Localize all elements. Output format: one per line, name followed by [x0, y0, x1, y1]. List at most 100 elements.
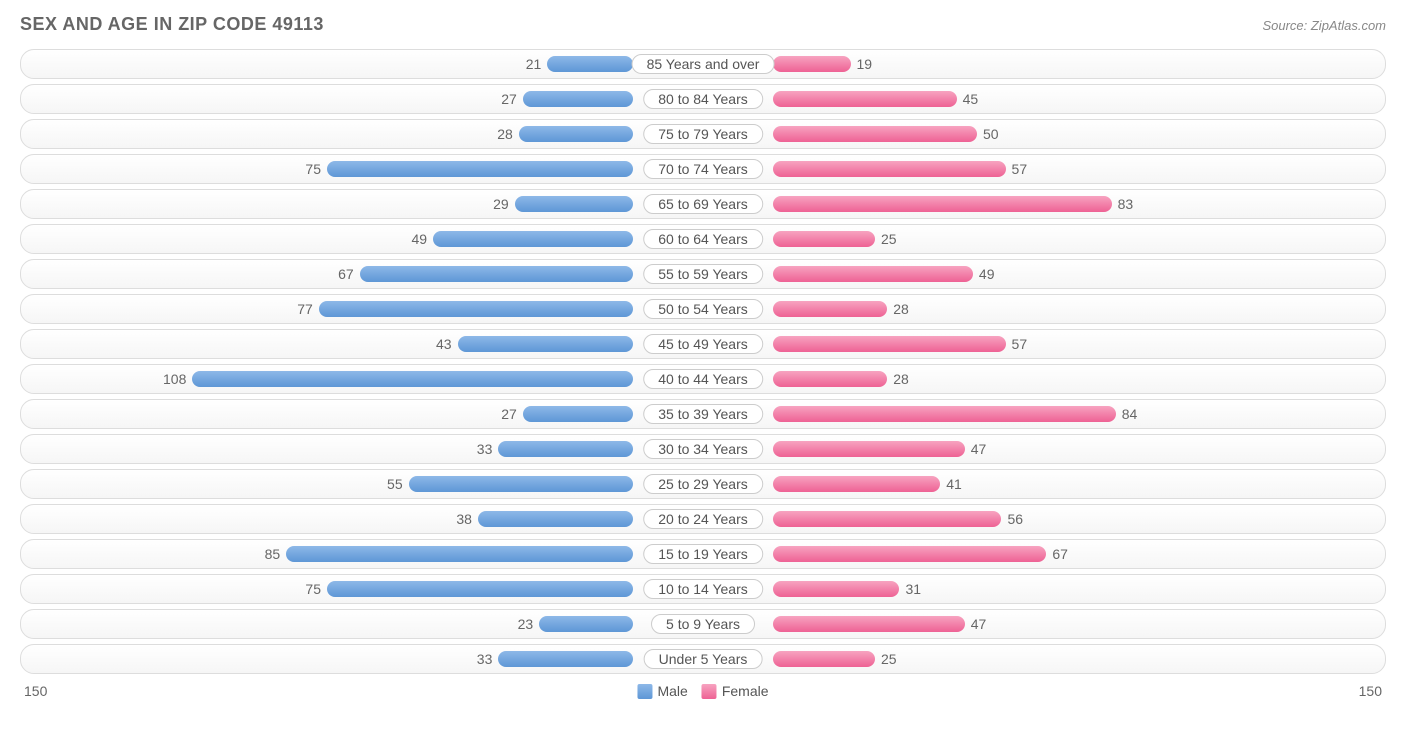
male-value: 77: [291, 301, 319, 317]
pyramid-row: 67 49 55 to 59 Years: [20, 259, 1386, 289]
female-half: 67: [703, 540, 1385, 568]
male-half: 55: [21, 470, 703, 498]
male-bar: [515, 196, 633, 212]
male-half: 49: [21, 225, 703, 253]
male-half: 28: [21, 120, 703, 148]
female-swatch-icon: [702, 684, 717, 699]
female-bar: [773, 266, 973, 282]
male-half: 67: [21, 260, 703, 288]
pyramid-row: 75 5770 to 74 Years: [20, 154, 1386, 184]
female-value: 50: [977, 126, 1005, 142]
male-value: 38: [450, 511, 478, 527]
chart-footer: 150 Male Female 150: [20, 680, 1386, 702]
male-bar: [498, 441, 633, 457]
age-category-label: 55 to 59 Years: [643, 264, 763, 284]
pyramid-row: 23475 to 9 Years: [20, 609, 1386, 639]
age-category-label: Under 5 Years: [644, 649, 763, 669]
male-bar: [360, 266, 633, 282]
female-value: 41: [940, 476, 968, 492]
male-value: 29: [487, 196, 515, 212]
female-value: 56: [1001, 511, 1029, 527]
male-bar: [286, 546, 633, 562]
male-half: 43: [21, 330, 703, 358]
pyramid-row: 554125 to 29 Years: [20, 469, 1386, 499]
female-half: 50: [703, 120, 1385, 148]
chart-header: SEX AND AGE IN ZIP CODE 49113 Source: Zi…: [20, 14, 1386, 35]
female-value: 47: [965, 441, 993, 457]
female-value: 49: [973, 266, 1001, 282]
pyramid-row: 85 67 15 to 19 Years: [20, 539, 1386, 569]
axis-max-right: 150: [1359, 683, 1382, 699]
pyramid-row: 28 50 75 to 79 Years: [20, 119, 1386, 149]
female-value: 45: [957, 91, 985, 107]
age-category-label: 85 Years and over: [632, 54, 775, 74]
male-bar: [523, 91, 633, 107]
female-half: 47: [703, 610, 1385, 638]
male-value: 85: [259, 546, 287, 562]
male-bar: [458, 336, 633, 352]
male-value: 33: [471, 441, 499, 457]
age-category-label: 35 to 39 Years: [643, 404, 763, 424]
female-value: 67: [1046, 546, 1074, 562]
male-value: 33: [471, 651, 499, 667]
female-bar: [773, 371, 887, 387]
pyramid-row: 49 25 60 to 64 Years: [20, 224, 1386, 254]
female-bar: [773, 56, 851, 72]
male-bar: [327, 581, 633, 597]
age-category-label: 10 to 14 Years: [643, 579, 763, 599]
male-half: 38: [21, 505, 703, 533]
age-category-label: 75 to 79 Years: [643, 124, 763, 144]
chart-source: Source: ZipAtlas.com: [1262, 18, 1386, 33]
female-bar: [773, 231, 875, 247]
male-value: 27: [495, 91, 523, 107]
female-half: 25: [703, 645, 1385, 673]
male-value: 21: [520, 56, 548, 72]
male-half: 75: [21, 155, 703, 183]
legend-male: Male: [637, 683, 687, 699]
female-value: 25: [875, 231, 903, 247]
male-value: 55: [381, 476, 409, 492]
female-bar: [773, 126, 977, 142]
male-bar: [547, 56, 633, 72]
male-bar: [539, 616, 633, 632]
male-value: 27: [495, 406, 523, 422]
female-bar: [773, 511, 1001, 527]
age-category-label: 15 to 19 Years: [643, 544, 763, 564]
male-bar: [519, 126, 633, 142]
male-half: 85: [21, 540, 703, 568]
legend: Male Female: [637, 683, 768, 699]
female-value: 31: [899, 581, 927, 597]
female-half: 47: [703, 435, 1385, 463]
female-half: 57: [703, 330, 1385, 358]
male-half: 75: [21, 575, 703, 603]
female-half: 45: [703, 85, 1385, 113]
pyramid-row: 211985 Years and over: [20, 49, 1386, 79]
legend-female: Female: [702, 683, 769, 699]
female-value: 83: [1112, 196, 1140, 212]
female-half: 28: [703, 365, 1385, 393]
male-half: 27: [21, 400, 703, 428]
age-category-label: 70 to 74 Years: [643, 159, 763, 179]
age-category-label: 60 to 64 Years: [643, 229, 763, 249]
age-category-label: 65 to 69 Years: [643, 194, 763, 214]
pyramid-row: 33 25 Under 5 Years: [20, 644, 1386, 674]
pyramid-row: 27 45 80 to 84 Years: [20, 84, 1386, 114]
male-bar: [498, 651, 633, 667]
chart-title: SEX AND AGE IN ZIP CODE 49113: [20, 14, 324, 35]
age-category-label: 20 to 24 Years: [643, 509, 763, 529]
male-half: 21: [21, 50, 703, 78]
female-half: 57: [703, 155, 1385, 183]
female-value: 25: [875, 651, 903, 667]
pyramid-row: 435745 to 49 Years: [20, 329, 1386, 359]
female-half: 28: [703, 295, 1385, 323]
female-bar: [773, 476, 940, 492]
female-half: 49: [703, 260, 1385, 288]
male-value: 67: [332, 266, 360, 282]
male-value: 23: [512, 616, 540, 632]
pyramid-row: 334730 to 34 Years: [20, 434, 1386, 464]
age-category-label: 80 to 84 Years: [643, 89, 763, 109]
male-value: 75: [299, 161, 327, 177]
male-half: 108: [21, 365, 703, 393]
male-bar: [523, 406, 633, 422]
female-bar: [773, 581, 899, 597]
